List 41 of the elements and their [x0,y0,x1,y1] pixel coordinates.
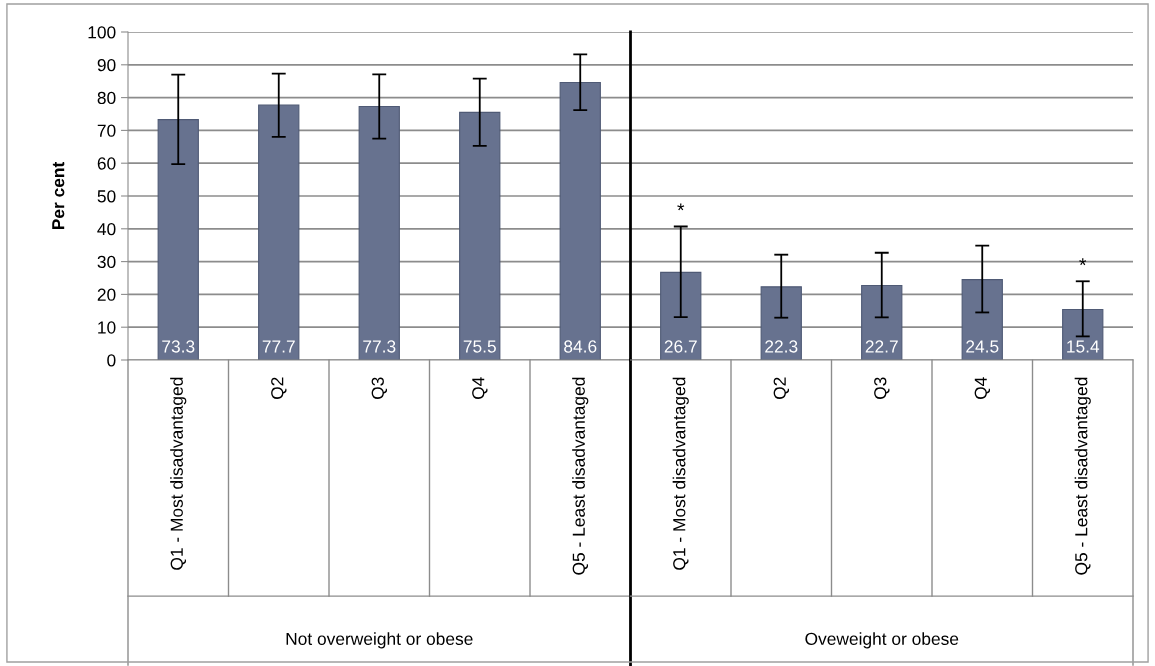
data-label: 84.6 [564,340,597,353]
y-tick-label: 70 [97,124,116,137]
x-tick-label: Q3 [371,377,388,399]
data-label: 15.4 [1067,340,1100,353]
x-tick-label: Q4 [974,377,991,399]
y-tick-label: 90 [97,58,116,72]
data-label: 73.3 [162,340,195,353]
data-label: 77.7 [262,340,295,353]
bar [961,279,1003,360]
data-label: 77.3 [363,340,396,353]
y-tick-label: 60 [97,157,116,170]
data-label: 22.7 [865,340,898,353]
y-tick-label: 50 [97,190,116,203]
annotation: * [677,203,685,211]
x-tick-label: Q1 - Most disadvantaged [672,377,689,570]
x-tick-label: Q2 [271,377,287,399]
x-tick-label: Q4 [472,377,488,399]
y-axis-title: Per cent [52,161,65,230]
y-tick-label: 30 [97,255,116,269]
x-tick-label: Q5 - Least disadvantaged [1074,377,1091,575]
data-label: 26.7 [664,340,697,353]
bar [861,284,903,360]
y-tick-label: 0 [107,354,116,367]
y-tick-label: 80 [97,91,116,105]
y-tick-label: 20 [97,288,116,301]
x-axis-title: Oveweight or obese [805,632,959,649]
bar [760,286,802,360]
x-axis-title: Not overweight or obese [286,632,473,649]
bar [660,271,702,360]
bar [1062,308,1104,360]
data-label: 24.5 [966,340,999,353]
y-tick-label: 10 [98,321,116,334]
x-tick-label: Q1 - Most disadvantaged [170,377,187,570]
x-tick-label: Q5 - Least disadvantaged [572,377,589,575]
data-label: 22.3 [765,340,798,353]
y-tick-label: 40 [97,222,116,236]
y-tick-label: 100 [88,26,116,39]
annotation: * [1079,258,1087,266]
x-tick-label: Q3 [874,377,890,399]
data-label: 75.5 [463,340,496,353]
x-tick-label: Q2 [773,377,790,399]
